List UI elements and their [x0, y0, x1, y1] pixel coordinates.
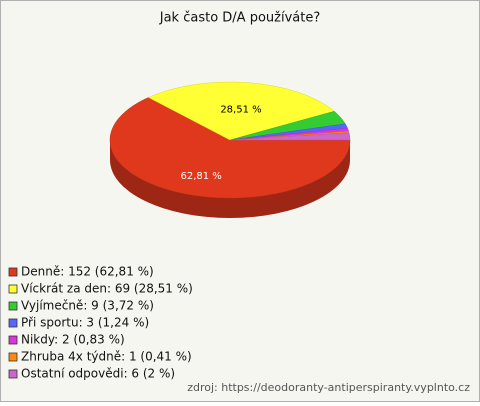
legend-swatch	[8, 352, 18, 362]
slice	[109, 97, 351, 199]
value-label: 62,81 %	[181, 171, 222, 182]
legend-swatch	[8, 369, 18, 379]
source: zdroj: https://deodoranty-antiperspirant…	[187, 381, 470, 394]
legend-label: Vyjímečně: 9 (3,72 %)	[21, 299, 154, 313]
legend-swatch	[8, 267, 18, 277]
legend-swatch	[8, 318, 18, 328]
legend-label: Při sportu: 3 (1,24 %)	[21, 316, 149, 330]
legend-swatch	[8, 301, 18, 311]
legend-label: Ostatní odpovědi: 6 (2 %)	[21, 367, 175, 381]
legend-swatch	[8, 335, 18, 345]
value-label: 28,51 %	[220, 105, 261, 116]
slice-side	[110, 140, 350, 218]
legend-label: Denně: 152 (62,81 %)	[21, 265, 154, 279]
legend-label: Víckrát za den: 69 (28,51 %)	[21, 282, 193, 296]
legend-label: Zhruba 4x týdně: 1 (0,41 %)	[21, 350, 192, 364]
slice	[147, 81, 335, 141]
legend-label: Nikdy: 2 (0,83 %)	[21, 333, 125, 347]
legend-swatch	[8, 284, 18, 294]
chart-title: Jak často D/A používáte?	[159, 11, 320, 26]
slice	[229, 132, 351, 141]
